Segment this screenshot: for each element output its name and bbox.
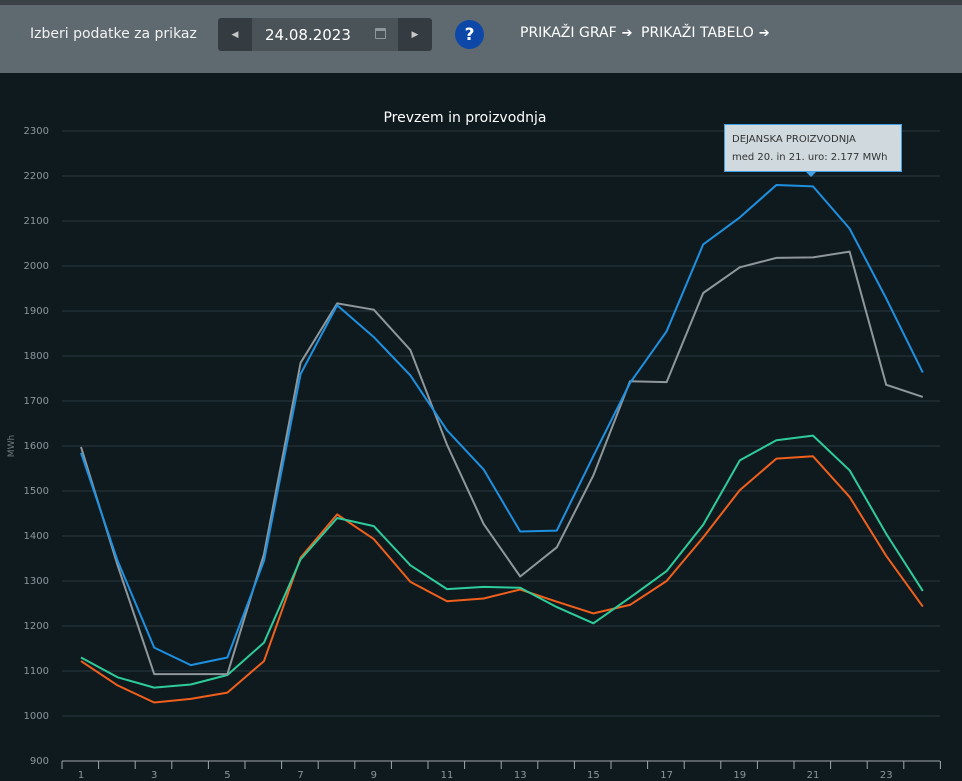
y-tick-label: 1400 <box>24 531 49 542</box>
x-tick-label: 3 <box>151 770 157 781</box>
x-tick-label: 21 <box>807 770 820 781</box>
tooltip-detail: med 20. in 21. uro: 2.177 MWh <box>732 152 888 163</box>
x-axis: 1 3 5 7 9 11 13 15 17 19 21 23 <box>61 761 941 781</box>
y-tick-label: 1800 <box>24 351 49 362</box>
toolbar-label: Izberi podatke za prikaz <box>30 26 197 42</box>
y-tick-label: 1100 <box>24 666 49 677</box>
y-tick-label: 2200 <box>24 171 49 182</box>
y-tick-label: 1900 <box>24 306 49 317</box>
date-value: 24.08.2023 <box>265 25 351 44</box>
x-tick-label: 13 <box>514 770 527 781</box>
y-tick-label: 2100 <box>24 216 49 227</box>
line-chart: Prevzem in proizvodnja MWh 9001000110012… <box>7 110 941 781</box>
calendar-icon[interactable] <box>375 28 386 39</box>
y-tick-label: 1200 <box>24 621 49 632</box>
x-tick-label: 15 <box>587 770 600 781</box>
y-tick-label: 1000 <box>24 711 49 722</box>
help-button[interactable]: ? <box>455 20 484 49</box>
tooltip: DEJANSKA PROIZVODNJA med 20. in 21. uro:… <box>724 124 902 172</box>
date-picker: ◀ 24.08.2023 ▶ <box>218 18 432 51</box>
series-line-3[interactable] <box>80 434 924 689</box>
x-tick-label: 5 <box>224 770 230 781</box>
x-tick-label: 7 <box>297 770 303 781</box>
question-icon: ? <box>464 24 475 45</box>
toolbar: Izberi podatke za prikaz ◀ 24.08.2023 ▶ … <box>0 5 962 73</box>
x-tick-label: 19 <box>733 770 746 781</box>
series-line-1[interactable] <box>80 184 924 667</box>
x-tick-label: 9 <box>371 770 377 781</box>
grid: 900 1000 1100 1200 1300 1400 1500 1600 1700 1800 1… <box>24 126 940 767</box>
next-day-button[interactable]: ▶ <box>398 18 432 51</box>
date-input[interactable]: 24.08.2023 <box>252 18 398 51</box>
show-table-label: PRIKAŽI TABELO <box>641 25 754 41</box>
show-chart-link[interactable]: PRIKAŽI GRAF ➔ <box>520 25 633 41</box>
prev-day-button[interactable]: ◀ <box>218 18 252 51</box>
y-tick-label: 1500 <box>24 486 49 497</box>
y-tick-label: 1600 <box>24 441 49 452</box>
show-chart-label: PRIKAŽI GRAF <box>520 25 617 41</box>
x-tick-label: 23 <box>880 770 893 781</box>
y-tick-label: 1700 <box>24 396 49 407</box>
tooltip-pointer <box>805 171 817 177</box>
x-tick-label: 11 <box>441 770 454 781</box>
y-tick-label: 1300 <box>24 576 49 587</box>
caret-left-icon: ◀ <box>231 29 239 40</box>
x-tick-label: 17 <box>660 770 673 781</box>
y-axis-label: MWh <box>7 435 17 457</box>
series-group <box>80 184 924 704</box>
series-line-4[interactable] <box>80 455 924 704</box>
arrow-right-icon: ➔ <box>758 26 770 41</box>
caret-right-icon: ▶ <box>411 29 419 40</box>
y-tick-label: 2000 <box>24 261 49 272</box>
y-tick-label: 900 <box>30 756 49 767</box>
series-line-2[interactable] <box>80 250 924 676</box>
x-tick-label: 1 <box>78 770 84 781</box>
show-table-link[interactable]: PRIKAŽI TABELO ➔ <box>641 25 770 41</box>
arrow-right-icon: ➔ <box>621 26 633 41</box>
chart-title: Prevzem in proizvodnja <box>383 110 546 126</box>
top-border <box>0 0 962 5</box>
y-tick-label: 2300 <box>24 126 49 137</box>
tooltip-series-label: DEJANSKA PROIZVODNJA <box>732 134 856 145</box>
